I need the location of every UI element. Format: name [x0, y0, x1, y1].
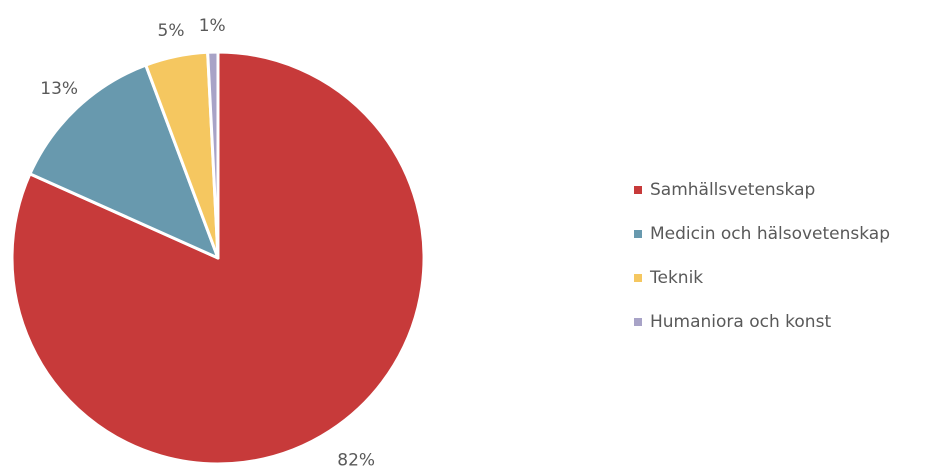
- pie-slices: [10, 50, 426, 466]
- legend-item: Teknik: [634, 268, 703, 288]
- legend-label: Teknik: [649, 268, 703, 288]
- legend-swatch: [634, 230, 642, 238]
- legend-swatch: [634, 186, 642, 194]
- legend-item: Humaniora och konst: [634, 312, 831, 332]
- legend-item: Medicin och hälsovetenskap: [634, 224, 890, 244]
- legend-swatch: [634, 318, 642, 326]
- legend-label: Medicin och hälsovetenskap: [650, 224, 890, 244]
- legend-label: Samhällsvetenskap: [650, 180, 815, 200]
- legend: Samhällsvetenskap Medicin och hälsovetens…: [634, 180, 890, 332]
- pie-labels: 82% 13% 5% 1%: [40, 16, 375, 471]
- pie-slice: [28, 63, 220, 260]
- pie-slice: [206, 50, 220, 260]
- data-label: 1%: [199, 16, 226, 36]
- legend-swatch: [634, 274, 642, 282]
- legend-label: Humaniora och konst: [650, 312, 831, 332]
- legend-item: Samhällsvetenskap: [634, 180, 815, 200]
- data-label: 82%: [337, 451, 375, 471]
- data-label: 13%: [40, 79, 78, 99]
- data-label: 5%: [158, 21, 185, 41]
